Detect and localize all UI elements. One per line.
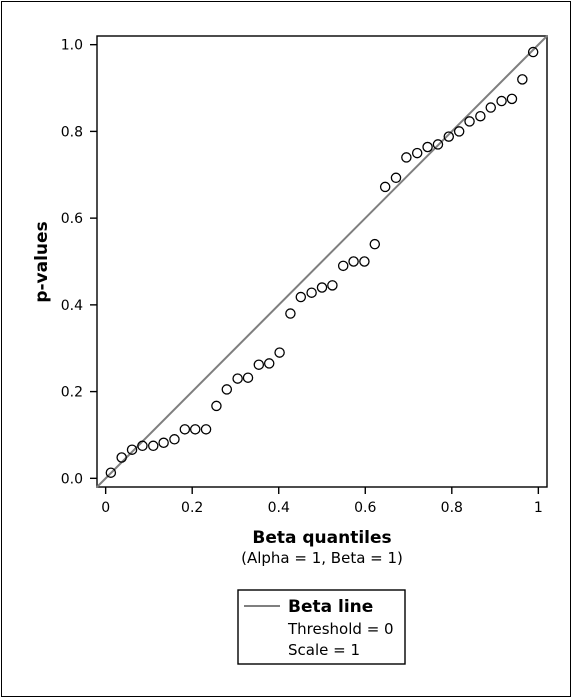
x-axis: 0 0.2 0.4 0.6 0.8 1 — [101, 487, 543, 516]
x-tick-label: 1 — [534, 500, 543, 516]
data-point — [527, 46, 539, 58]
data-point — [496, 95, 507, 107]
data-point — [422, 141, 433, 153]
data-point — [316, 282, 328, 293]
data-point — [158, 437, 169, 449]
data-point — [253, 359, 265, 370]
data-point — [348, 256, 359, 267]
data-point — [263, 358, 275, 369]
y-tick-label: 0.2 — [61, 385, 83, 401]
data-point — [369, 238, 381, 250]
data-point — [517, 74, 528, 85]
data-point — [464, 116, 475, 127]
data-point — [506, 93, 518, 105]
legend: Beta line Threshold = 0 Scale = 1 — [237, 589, 406, 665]
data-point — [137, 440, 148, 452]
data-point — [337, 260, 349, 272]
data-point — [401, 152, 412, 163]
x-axis-title: Beta quantiles — [252, 528, 391, 548]
data-point — [189, 424, 201, 435]
data-point — [242, 372, 254, 383]
data-point — [179, 424, 191, 435]
data-point — [443, 131, 455, 142]
data-point — [232, 373, 243, 384]
y-axis-title: p-values — [32, 221, 52, 302]
legend-threshold: Threshold = 0 — [287, 620, 394, 638]
x-tick-label: 0.4 — [268, 500, 290, 516]
data-point — [432, 139, 444, 150]
x-tick-label: 0.2 — [181, 500, 203, 516]
data-point — [211, 400, 222, 412]
y-tick-label: 0.6 — [61, 211, 83, 227]
data-point — [147, 440, 159, 452]
data-point — [306, 287, 317, 298]
plot-area — [96, 35, 548, 488]
data-point — [200, 424, 212, 435]
data-point — [105, 467, 117, 478]
legend-title: Beta line — [288, 597, 373, 617]
y-tick-label: 1.0 — [61, 38, 83, 54]
data-point — [475, 110, 486, 122]
data-point — [411, 147, 423, 159]
data-point — [379, 181, 391, 193]
data-point — [453, 126, 465, 137]
data-point — [274, 347, 285, 358]
data-point — [327, 280, 338, 291]
x-tick-label: 0 — [101, 500, 110, 516]
legend-scale: Scale = 1 — [288, 641, 360, 659]
data-point — [116, 452, 127, 463]
beta-reference-line — [96, 35, 548, 488]
data-point — [126, 444, 138, 455]
data-point — [169, 434, 180, 445]
data-point — [221, 384, 233, 395]
data-point — [359, 256, 370, 267]
data-point — [485, 102, 496, 113]
y-tick-label: 0.4 — [61, 298, 83, 314]
x-tick-label: 0.8 — [441, 500, 463, 516]
y-axis: 0.0 0.2 0.4 0.6 0.8 1.0 — [61, 38, 97, 487]
data-point — [285, 308, 296, 319]
y-tick-label: 0.0 — [61, 471, 83, 487]
x-tick-label: 0.6 — [354, 500, 376, 516]
x-axis-subtitle: (Alpha = 1, Beta = 1) — [241, 549, 403, 567]
legend-box — [237, 589, 406, 665]
data-points — [105, 46, 539, 478]
y-tick-label: 0.8 — [61, 124, 83, 140]
data-point — [295, 291, 307, 303]
data-point — [390, 172, 402, 184]
